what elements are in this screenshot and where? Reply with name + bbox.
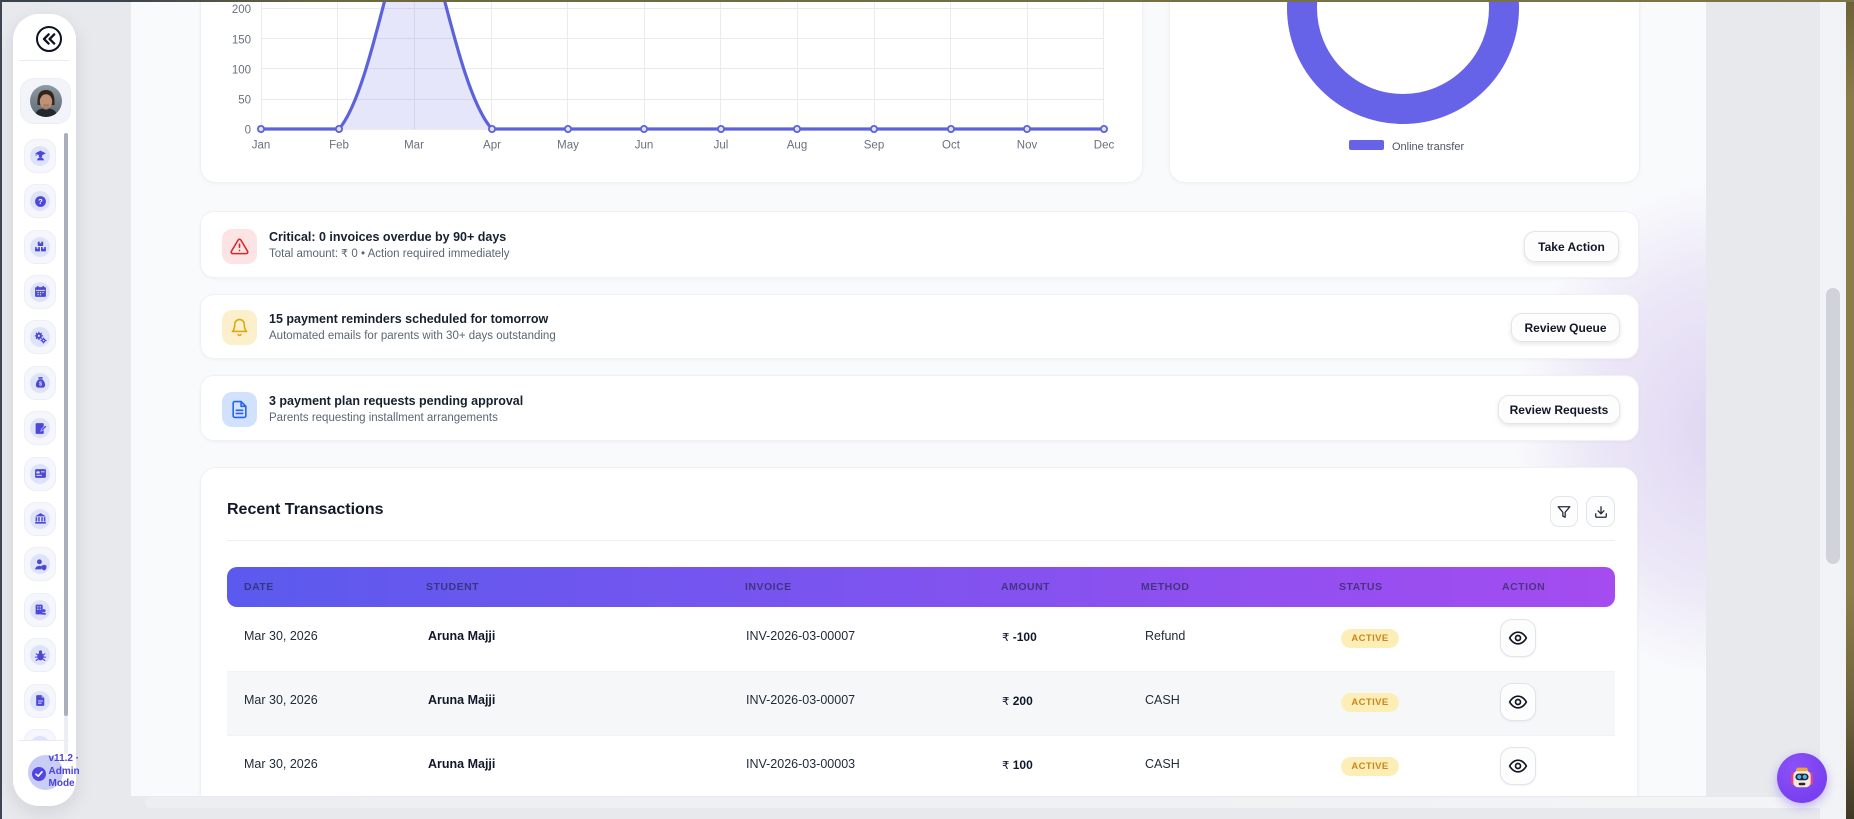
svg-text:?: ? bbox=[38, 197, 43, 206]
svg-text:May: May bbox=[557, 140, 579, 152]
svg-text:Feb: Feb bbox=[329, 140, 349, 152]
svg-text:Mar: Mar bbox=[404, 140, 424, 152]
svg-text:Online transfer: Online transfer bbox=[1392, 141, 1464, 153]
svg-text:50: 50 bbox=[238, 95, 251, 107]
svg-text:100: 100 bbox=[232, 65, 251, 77]
svg-text:Jul: Jul bbox=[714, 140, 729, 152]
svg-text:Nov: Nov bbox=[1017, 140, 1038, 152]
svg-text:Oct: Oct bbox=[942, 140, 961, 152]
svg-text:Jun: Jun bbox=[635, 140, 654, 152]
svg-text:Jan: Jan bbox=[252, 140, 271, 152]
svg-text:150: 150 bbox=[232, 35, 251, 47]
svg-text:200: 200 bbox=[232, 4, 251, 16]
svg-text:$: $ bbox=[38, 382, 41, 388]
svg-text:Apr: Apr bbox=[483, 140, 501, 152]
svg-text:0: 0 bbox=[245, 125, 251, 137]
svg-text:Aug: Aug bbox=[787, 140, 807, 152]
svg-text:Dec: Dec bbox=[1094, 140, 1115, 152]
svg-text:Sep: Sep bbox=[864, 140, 884, 152]
